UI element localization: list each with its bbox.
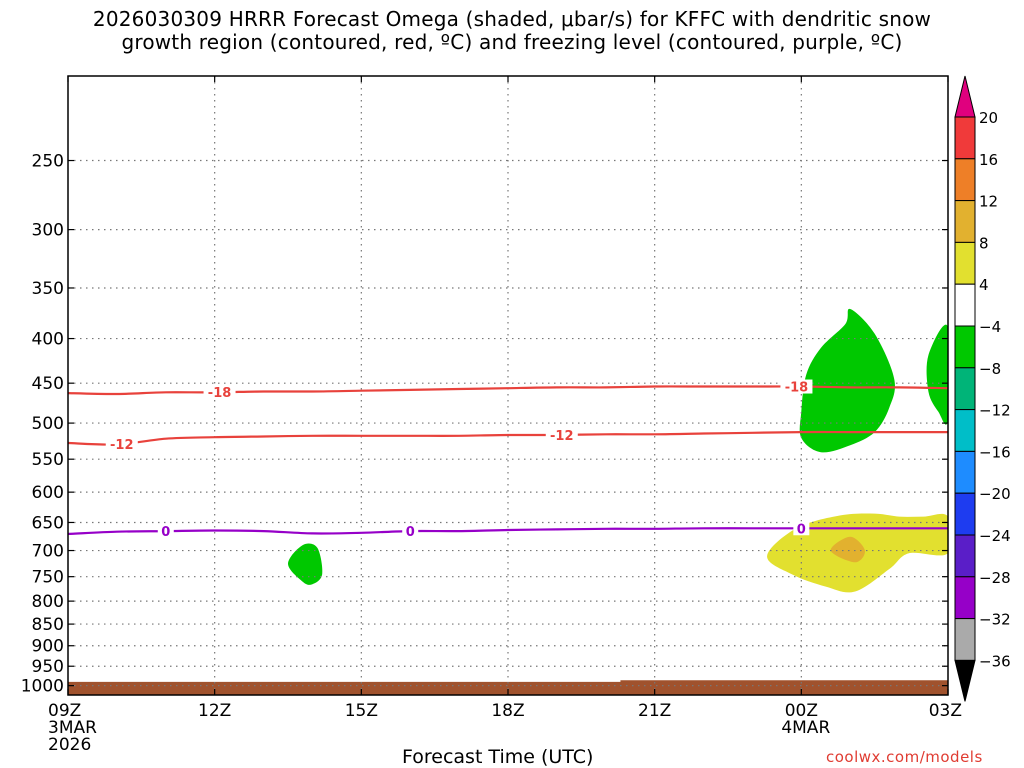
x-tick-label: 21Z [638,701,671,721]
omega-region-1 [288,543,323,585]
x-tick-label: 00Z [785,701,818,721]
y-tick-label: 250 [32,152,64,172]
colorbar-label: 8 [979,234,989,252]
contour-label: 0 [161,525,170,540]
colorbar-box [954,618,976,661]
chart-title: 2026030309 HRRR Forecast Omega (shaded, … [0,8,1024,54]
contour-label: -18 [785,381,809,396]
omega-region-2 [799,308,895,453]
colorbar-label: −16 [979,443,1011,461]
x-tick-label: 03Z [929,701,962,721]
y-tick-label: 750 [32,568,64,588]
contour-label-bg [780,379,813,394]
y-tick-label: 700 [32,542,64,562]
credit-link[interactable]: coolwx.com/models [826,748,983,766]
colorbar-box [954,325,976,369]
y-tick-label: 400 [32,330,64,350]
omega-region-5 [830,536,865,563]
contour-line--12 [67,430,948,446]
y-tick-label: 600 [32,483,64,503]
colorbar-label: −32 [979,611,1011,629]
x-tick-label: 18Z [491,701,524,721]
y-tick-label: 450 [32,374,64,394]
colorbar-label: −36 [979,652,1011,670]
colorbar-label: −28 [979,569,1011,587]
colorbar-box [954,409,976,452]
shaded-regions [288,308,948,593]
colorbar-box [954,450,976,494]
colorbar-label: 16 [979,151,998,169]
y-tick-label: 300 [32,221,64,241]
contour-label-bg [157,524,174,539]
contour-label: 0 [406,525,415,540]
omega-region-3 [926,324,948,425]
contours: -18 -18 -12 -12 0 0 0 [67,379,949,540]
colorbar-box [954,576,976,620]
colorbar-top-arrow [954,75,976,118]
colorbar-label: 4 [979,276,989,294]
x-date-label: 4MAR [781,718,830,738]
colorbar-label: −20 [979,485,1011,503]
colorbar-label: 12 [979,193,998,211]
colorbar-label: −4 [979,318,1001,336]
colorbar-label: 20 [979,109,998,127]
colorbar-label: −8 [979,360,1001,378]
y-tick-label: 500 [32,414,64,434]
contour-label: -12 [550,429,574,444]
colorbar-label: −24 [979,527,1011,545]
y-axis: 2503003504004505005506006507007508008509… [21,152,948,697]
y-tick-label: 650 [32,513,64,533]
x-tick-label: 12Z [198,701,231,721]
colorbar-box [954,283,976,327]
chart-title-line-1: 2026030309 HRRR Forecast Omega (shaded, … [92,7,932,31]
colorbar: 20 16 12 8 4 −4 −8 −12 −16 −20 −24 −28 −32 −36 [954,75,1011,702]
terrain [68,680,948,695]
y-tick-label: 850 [32,615,64,635]
colorbar-label: −12 [979,402,1011,420]
contour-label-bg [105,436,138,451]
y-tick-label: 950 [32,657,64,677]
colorbar-box [954,492,976,536]
y-tick-label: 1000 [21,677,64,697]
y-tick-label: 350 [32,279,64,299]
colorbar-box [954,534,976,578]
x-date-label: 3MAR [48,718,97,738]
colorbar-box [954,241,976,285]
terrain-surface [68,680,948,695]
x-tick-label: 15Z [345,701,378,721]
contour-label-bg [793,521,810,536]
y-tick-label: 800 [32,592,64,612]
y-tick-label: 900 [32,637,64,657]
y-tick-label: 550 [32,450,64,470]
colorbar-bottom-arrow [954,659,976,702]
contour-label-bg [203,385,236,400]
x-date-label: 2026 [48,735,91,755]
contour-label: -12 [110,438,134,453]
contour-label-bg [545,427,578,442]
colorbar-box [954,158,976,202]
colorbar-box [954,367,976,411]
x-axis-label: Forecast Time (UTC) [402,746,594,768]
contour-label: -18 [208,386,232,401]
colorbar-box [954,200,976,243]
contour-label: 0 [797,522,806,537]
x-tick-label: 09Z [48,701,81,721]
colorbar-box [954,116,976,160]
chart-title-line-2: growth region (contoured, red, ºC) and f… [121,30,903,54]
contour-label-bg [402,524,419,539]
